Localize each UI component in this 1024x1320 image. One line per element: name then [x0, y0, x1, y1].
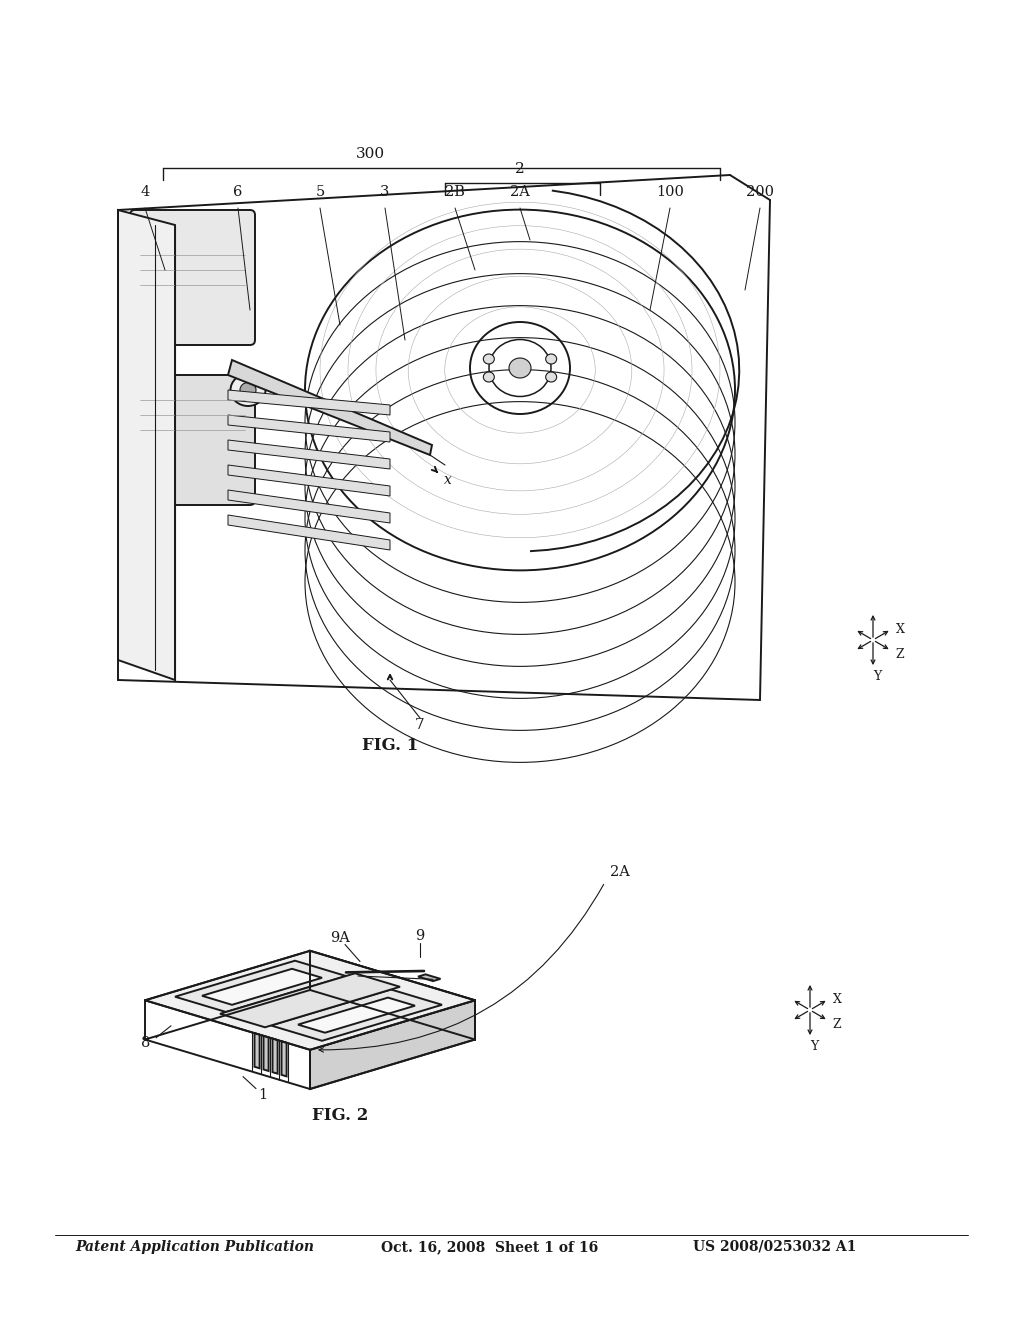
Polygon shape — [228, 440, 390, 469]
Ellipse shape — [483, 354, 495, 364]
Text: 4: 4 — [140, 185, 150, 199]
Ellipse shape — [240, 383, 256, 397]
Text: 8: 8 — [141, 1036, 151, 1049]
Polygon shape — [202, 969, 322, 1005]
Polygon shape — [272, 1039, 278, 1073]
Text: 3: 3 — [380, 185, 390, 199]
Text: Patent Application Publication: Patent Application Publication — [76, 1239, 314, 1254]
Polygon shape — [228, 515, 390, 550]
Ellipse shape — [509, 358, 531, 378]
Text: Y: Y — [810, 1040, 818, 1053]
Text: X: X — [833, 993, 842, 1006]
Text: FIG. 1: FIG. 1 — [361, 737, 418, 754]
Text: US 2008/0253032 A1: US 2008/0253032 A1 — [693, 1239, 857, 1254]
Text: 9A: 9A — [330, 932, 350, 945]
Text: Z: Z — [896, 648, 904, 661]
Polygon shape — [228, 465, 390, 496]
Polygon shape — [310, 950, 475, 1040]
Polygon shape — [228, 360, 432, 455]
Text: 200: 200 — [746, 185, 774, 199]
Text: x: x — [444, 473, 452, 487]
Text: FIG. 2: FIG. 2 — [312, 1106, 369, 1123]
Text: Z: Z — [833, 1018, 842, 1031]
Polygon shape — [118, 210, 175, 680]
Ellipse shape — [230, 374, 265, 407]
Ellipse shape — [546, 354, 557, 364]
Text: 100: 100 — [656, 185, 684, 199]
Text: Y: Y — [872, 671, 881, 684]
Polygon shape — [418, 974, 440, 981]
Text: 6: 6 — [233, 185, 243, 199]
Polygon shape — [220, 973, 400, 1027]
Text: 5: 5 — [315, 185, 325, 199]
Text: 2A: 2A — [610, 865, 630, 879]
Text: 300: 300 — [355, 147, 385, 161]
Text: 1: 1 — [258, 1088, 267, 1102]
Polygon shape — [298, 998, 415, 1032]
Text: Oct. 16, 2008  Sheet 1 of 16: Oct. 16, 2008 Sheet 1 of 16 — [381, 1239, 599, 1254]
Ellipse shape — [483, 372, 495, 381]
Polygon shape — [228, 389, 390, 414]
Polygon shape — [310, 1001, 475, 1089]
Text: 2B: 2B — [445, 185, 465, 199]
Polygon shape — [145, 950, 475, 1049]
Text: 2A: 2A — [510, 185, 530, 199]
Polygon shape — [228, 414, 390, 442]
Polygon shape — [228, 490, 390, 523]
Text: 9: 9 — [416, 929, 425, 944]
Text: X: X — [896, 623, 904, 636]
Text: 2: 2 — [515, 162, 525, 176]
Polygon shape — [255, 1034, 260, 1068]
Polygon shape — [271, 990, 442, 1040]
Polygon shape — [282, 1041, 287, 1076]
Polygon shape — [175, 961, 346, 1012]
FancyBboxPatch shape — [130, 375, 255, 506]
Text: 7: 7 — [415, 718, 425, 733]
FancyBboxPatch shape — [130, 210, 255, 345]
Polygon shape — [263, 1036, 268, 1071]
Ellipse shape — [546, 372, 557, 381]
